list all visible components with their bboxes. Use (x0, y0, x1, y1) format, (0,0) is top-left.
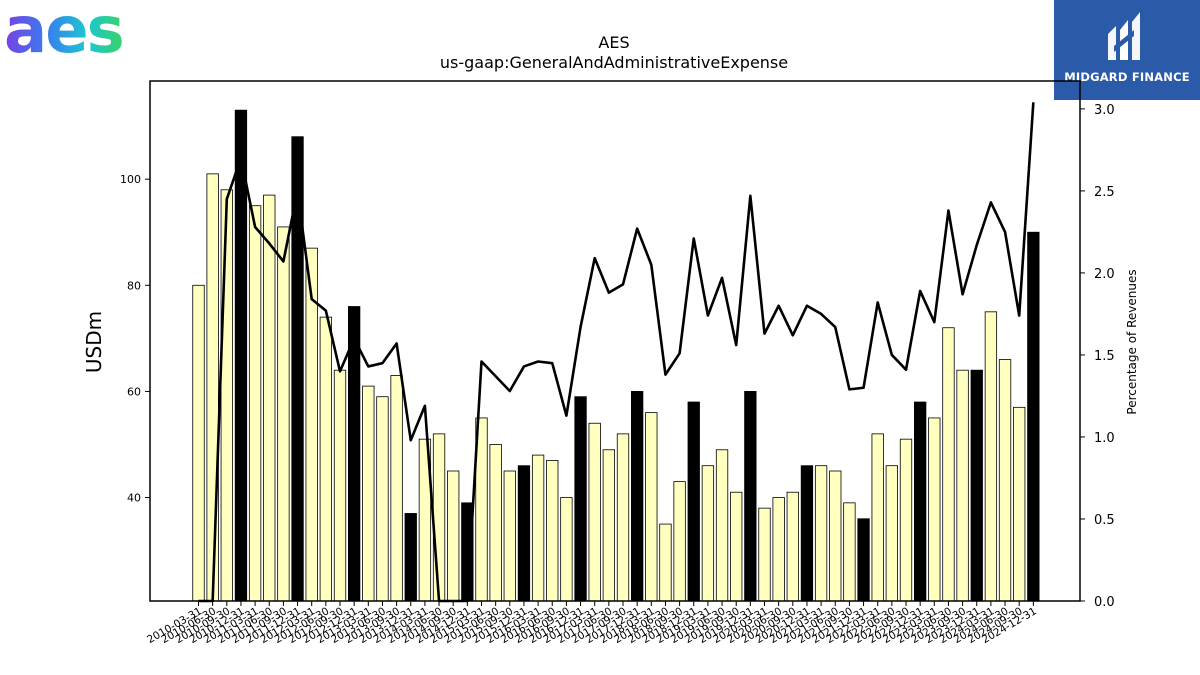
y2-tick-label: 0.5 (1094, 513, 1115, 528)
bar (800, 465, 814, 602)
midgard-finance-logo: MIDGARD FINANCE (1054, 0, 1200, 100)
bar (489, 444, 502, 602)
bar (631, 391, 644, 602)
bar (333, 369, 347, 602)
bar (899, 438, 913, 602)
bar (659, 523, 672, 602)
bar (192, 284, 205, 602)
bar (786, 491, 799, 602)
bar (602, 449, 615, 602)
x-axis-ticks: 2010-03-312010-06-302010-09-302010-12-31… (145, 601, 1039, 646)
bar (546, 459, 559, 602)
y2-axis-label: Percentage of Revenues (1125, 269, 1139, 414)
bar (914, 401, 927, 602)
bar (588, 422, 601, 602)
chart-title: AES (598, 33, 629, 52)
y2-tick-label: 3.0 (1094, 103, 1115, 118)
bar (362, 385, 375, 602)
bar (758, 507, 771, 602)
y2-tick-label: 2.0 (1094, 267, 1115, 282)
bar (616, 433, 630, 602)
bar (574, 396, 587, 602)
y-tick-label: 60 (127, 385, 141, 398)
bar (447, 470, 460, 602)
bar (843, 502, 856, 602)
bar (956, 369, 969, 602)
bar (645, 412, 658, 602)
midgard-logo-mark-icon (1108, 12, 1140, 60)
y2-axis-ticks: 0.0 0.5 1.0 1.5 2.0 2.5 3.0 (1080, 103, 1115, 610)
bar (390, 375, 403, 602)
bar (432, 433, 446, 602)
bar (206, 173, 219, 602)
bar (814, 465, 828, 602)
bar (998, 359, 1012, 602)
bar (970, 369, 983, 602)
plot-frame (149, 80, 1081, 602)
bar (885, 465, 898, 602)
y2-tick-label: 2.5 (1094, 185, 1115, 200)
bar (701, 465, 715, 602)
bar (404, 513, 417, 602)
y2-tick-label: 1.5 (1094, 349, 1115, 364)
bar-series (192, 109, 1040, 602)
chart-subtitle: us-gaap:GeneralAndAdministrativeExpense (440, 53, 788, 72)
bar (857, 518, 870, 602)
bar (517, 465, 531, 602)
y2-tick-label: 1.0 (1094, 431, 1115, 446)
bar (984, 311, 998, 602)
y-tick-label: 80 (127, 279, 141, 292)
bar (319, 316, 333, 602)
y-axis-ticks: 40 60 80 100 (120, 173, 150, 505)
y2-tick-label: 0.0 (1094, 595, 1115, 610)
bar (730, 491, 743, 602)
bar (829, 470, 842, 602)
midgard-finance-wordmark: MIDGARD FINANCE (1064, 70, 1190, 84)
bar (263, 194, 276, 602)
bar (376, 396, 389, 602)
bar (503, 470, 516, 602)
y-axis-label: USDm (82, 311, 106, 373)
bar (248, 205, 262, 602)
bar (1013, 406, 1026, 602)
bar (772, 497, 785, 602)
aes-logo-text: aes (4, 0, 123, 64)
bar (531, 454, 545, 602)
y-tick-label: 100 (120, 173, 141, 186)
bar (277, 226, 290, 602)
bar (220, 189, 233, 602)
line-series (198, 102, 1035, 603)
y-tick-label: 40 (127, 492, 141, 505)
bar (673, 481, 686, 602)
bar (928, 417, 941, 602)
bar (715, 449, 729, 602)
bar (687, 401, 700, 602)
percentage-line (198, 102, 1035, 603)
bar (871, 433, 884, 602)
aes-logo: aes (4, 0, 125, 64)
bar (560, 497, 573, 602)
bar (744, 391, 757, 602)
bar (942, 327, 955, 602)
bar (1027, 231, 1040, 602)
